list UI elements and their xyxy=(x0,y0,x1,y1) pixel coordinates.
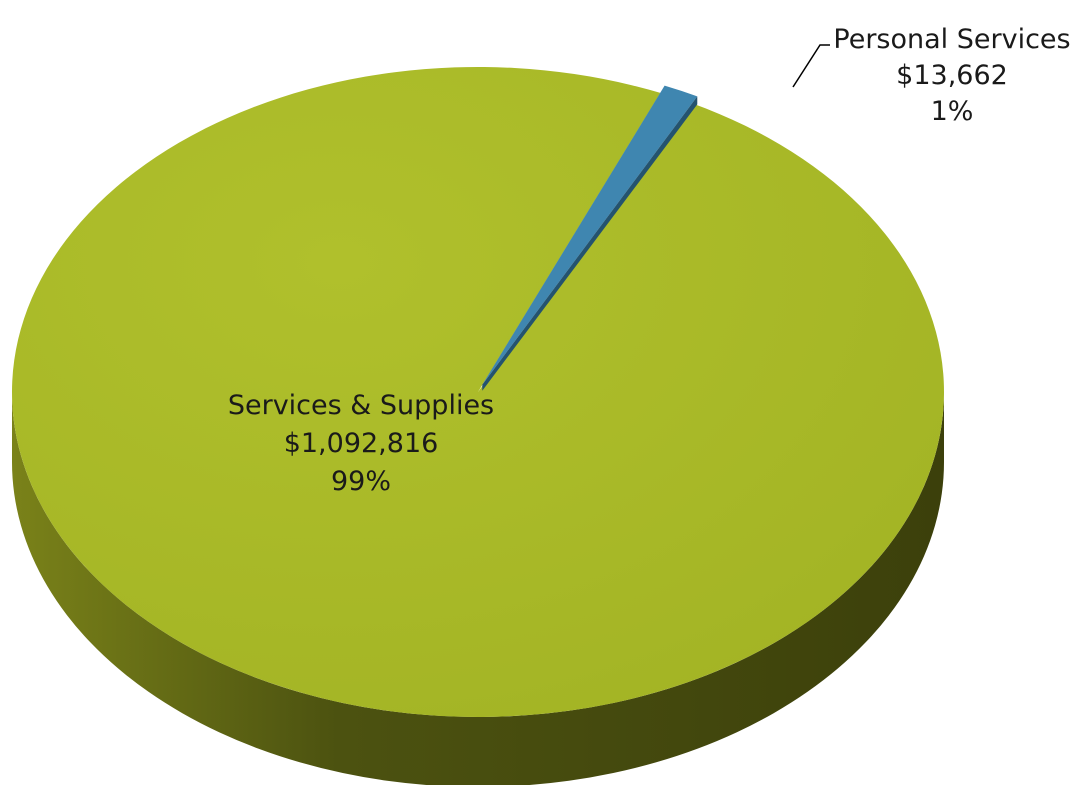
data-label-services-supplies-line-2: $1,092,816 xyxy=(284,428,439,459)
leader-line-personal-services xyxy=(792,44,830,88)
data-label-personal-services-line-2: $13,662 xyxy=(896,60,1008,91)
data-label-personal-services-line-1: Personal Services xyxy=(833,24,1070,55)
data-label-services-supplies: Services & Supplies $1,092,816 99% xyxy=(228,390,494,497)
data-label-personal-services-line-3: 1% xyxy=(931,96,974,127)
data-label-personal-services: Personal Services $13,662 1% xyxy=(833,24,1070,127)
data-label-services-supplies-line-1: Services & Supplies xyxy=(228,390,494,421)
pie-side-layer xyxy=(12,392,944,787)
pie-slice-services-supplies xyxy=(11,66,944,717)
data-label-services-supplies-line-3: 99% xyxy=(331,466,391,497)
pie-slice-personal-services-edge xyxy=(482,96,698,391)
pie-slice-personal-services xyxy=(482,85,698,385)
pie-top-layer xyxy=(11,66,944,717)
pie-label-layer: Services & Supplies $1,092,816 99% Personal… xyxy=(228,24,1071,497)
pie-side-services-supplies xyxy=(12,392,944,787)
